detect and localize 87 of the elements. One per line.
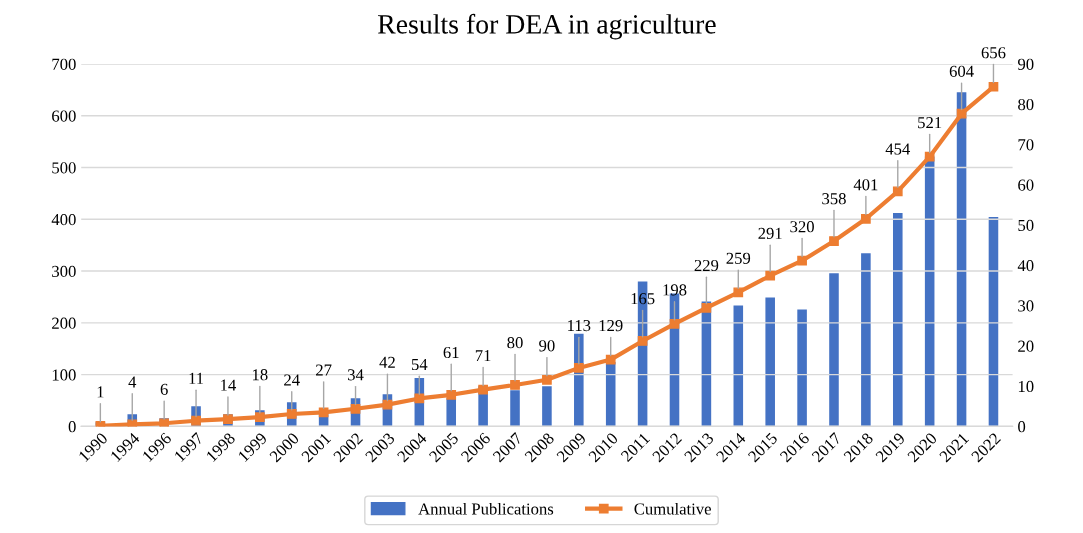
- point: [573, 363, 584, 373]
- data-label: 11: [189, 372, 204, 384]
- point: [286, 409, 297, 419]
- bar: [542, 386, 552, 427]
- legend-label: Annual Publications: [418, 502, 554, 515]
- y2-tick-label: 10: [1018, 380, 1034, 393]
- y2-tick-label: 70: [1018, 139, 1034, 151]
- y-tick-label: 500: [52, 162, 76, 174]
- data-label: 18: [252, 369, 268, 381]
- data-label: 6: [160, 383, 168, 395]
- point: [701, 302, 712, 313]
- point: [478, 384, 488, 395]
- bar: [797, 309, 807, 427]
- point: [988, 81, 999, 92]
- point: [956, 108, 967, 119]
- legend-label: Cumulative: [634, 502, 711, 515]
- data-label: 291: [758, 227, 782, 240]
- y2-tick-label: 60: [1018, 179, 1034, 191]
- y-tick-label: 700: [52, 58, 76, 70]
- point: [924, 151, 935, 162]
- point: [605, 354, 616, 365]
- data-label: 229: [694, 259, 719, 272]
- data-label: 4: [128, 376, 137, 388]
- data-label: 113: [568, 319, 591, 332]
- point: [382, 399, 393, 410]
- y2-tick-label: 30: [1018, 300, 1034, 312]
- data-label: 656: [981, 47, 1006, 59]
- data-label: 27: [316, 364, 332, 376]
- data-label: 42: [379, 356, 395, 368]
- y-tick-label: 400: [51, 213, 76, 226]
- y-tick-label: 0: [68, 421, 76, 433]
- bar: [861, 253, 871, 427]
- point: [350, 403, 361, 414]
- y2-tick-label: 50: [1018, 219, 1034, 231]
- y-tick-label: 200: [52, 317, 76, 329]
- point: [510, 380, 520, 390]
- y2-tick-label: 20: [1018, 340, 1034, 352]
- y2-tick-label: 40: [1017, 260, 1034, 272]
- data-label: 320: [790, 221, 814, 233]
- data-label: 61: [443, 346, 459, 359]
- chart-title: Results for DEA in agriculture: [377, 13, 716, 40]
- point: [765, 270, 776, 281]
- data-label: 90: [539, 340, 555, 352]
- data-label: 604: [949, 65, 974, 77]
- point: [191, 415, 201, 426]
- data-label: 401: [853, 179, 878, 191]
- point: [414, 393, 425, 404]
- data-label: 129: [599, 320, 623, 332]
- point: [542, 374, 552, 385]
- y-tick-label: 300: [52, 265, 76, 278]
- bar: [988, 216, 999, 427]
- data-label: 80: [507, 337, 523, 349]
- data-label: 521: [918, 117, 942, 129]
- data-label: 14: [221, 379, 237, 391]
- y2-tick-label: 0: [1018, 421, 1026, 433]
- point: [861, 213, 871, 224]
- data-label: 34: [348, 369, 364, 381]
- bar: [892, 212, 903, 427]
- data-label: 24: [284, 374, 300, 386]
- point: [637, 336, 648, 346]
- data-label: 1: [97, 386, 104, 398]
- point: [318, 407, 329, 418]
- y-tick-label: 600: [52, 110, 76, 122]
- y-tick-label: 100: [52, 369, 76, 381]
- bar: [733, 305, 744, 427]
- point: [797, 255, 807, 266]
- point: [829, 236, 839, 246]
- data-label: 259: [726, 252, 751, 264]
- point: [669, 319, 680, 329]
- point: [446, 389, 457, 400]
- point: [733, 287, 744, 298]
- bar: [829, 273, 839, 427]
- bar: [510, 390, 520, 427]
- y2-tick-label: 90: [1018, 58, 1034, 70]
- data-label: 54: [411, 358, 428, 371]
- data-label: 358: [822, 193, 846, 205]
- point: [254, 412, 265, 422]
- bar: [765, 297, 775, 427]
- data-label: 198: [663, 284, 687, 296]
- x-tick-label: 2011: [620, 432, 651, 463]
- y2-tick-label: 80: [1018, 98, 1034, 111]
- bar: [446, 398, 457, 427]
- point: [892, 186, 903, 197]
- data-label: 454: [885, 143, 911, 155]
- bar: [956, 92, 967, 427]
- point: [127, 419, 138, 427]
- data-label: 71: [475, 350, 491, 362]
